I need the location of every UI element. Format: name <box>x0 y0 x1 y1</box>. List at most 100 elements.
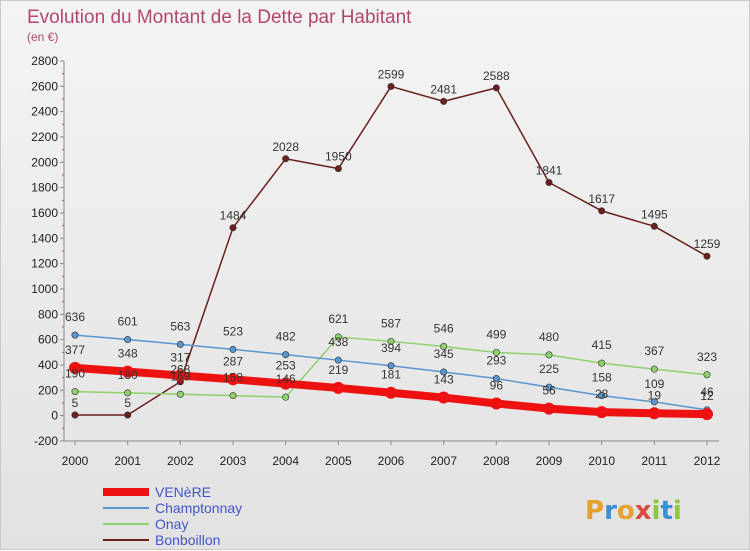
data-label: 1259 <box>694 237 721 251</box>
y-tick-label: 2600 <box>31 79 58 93</box>
data-label: 268 <box>170 363 190 377</box>
data-point <box>650 222 658 230</box>
data-point <box>334 333 342 341</box>
data-label: 5 <box>72 396 79 410</box>
data-label: 56 <box>542 384 556 398</box>
data-point <box>598 207 606 215</box>
data-label: 348 <box>118 347 138 361</box>
data-point <box>332 381 345 394</box>
data-point <box>387 82 395 90</box>
data-label: 636 <box>65 310 85 324</box>
data-point <box>387 337 395 345</box>
data-point <box>492 84 500 92</box>
data-point <box>545 178 553 186</box>
y-tick-label: -200 <box>34 434 58 448</box>
data-point <box>545 351 553 359</box>
data-point <box>334 165 342 173</box>
data-point <box>440 343 448 351</box>
data-label: 546 <box>434 322 454 336</box>
data-point <box>648 407 661 420</box>
x-tick-label: 2005 <box>325 454 352 468</box>
y-tick-label: 1000 <box>31 282 58 296</box>
data-point <box>595 406 608 419</box>
x-tick-label: 2000 <box>62 454 89 468</box>
data-label: 96 <box>490 379 504 393</box>
legend-label: Bonboillon <box>155 532 220 548</box>
data-point <box>176 340 184 348</box>
data-point <box>650 398 658 406</box>
proxiti-logo: Proxiti <box>585 496 682 526</box>
legend-label: Onay <box>155 516 188 532</box>
data-label: 143 <box>434 373 454 387</box>
data-labels: 5 5 268 1484 2028 1950 2599 2481 2588 1841 1617 149… <box>65 67 721 410</box>
data-point <box>174 369 187 382</box>
data-point <box>229 224 237 232</box>
data-point <box>545 383 553 391</box>
data-label: 499 <box>486 327 506 341</box>
data-point <box>282 393 290 401</box>
data-label: 587 <box>381 316 401 330</box>
data-label: 12 <box>700 389 714 403</box>
logo-text: Proxiti <box>585 496 682 526</box>
data-point <box>703 252 711 260</box>
data-label: 2599 <box>378 67 405 81</box>
data-point <box>279 377 292 390</box>
legend-label: Champtonnay <box>155 500 242 516</box>
data-label: 28 <box>595 387 609 401</box>
x-tick-label: 2004 <box>272 454 299 468</box>
x-tick-label: 2011 <box>641 454 667 468</box>
data-point <box>543 402 555 415</box>
data-label: 5 <box>124 396 131 410</box>
data-label: 225 <box>539 362 559 376</box>
data-point <box>440 368 448 376</box>
chart-title: Evolution du Montant de la Dette par Hab… <box>27 7 412 28</box>
data-label: 523 <box>223 324 243 338</box>
data-label: 19 <box>648 388 662 402</box>
x-tick-label: 2001 <box>114 454 141 468</box>
data-point <box>71 331 79 339</box>
data-label: 287 <box>223 354 243 368</box>
x-tick-label: 2007 <box>430 454 457 468</box>
x-tick-label: 2009 <box>536 454 563 468</box>
y-tick-label: 1400 <box>31 231 58 245</box>
y-tick-label: 2000 <box>31 155 58 169</box>
data-label: 253 <box>276 359 296 373</box>
legend-label: VENèRE <box>155 484 211 500</box>
data-point <box>71 411 79 419</box>
data-point <box>121 365 134 378</box>
data-point <box>282 351 290 359</box>
data-label: 158 <box>223 371 243 385</box>
x-tick-label: 2003 <box>220 454 247 468</box>
series-lines <box>69 82 713 421</box>
data-point <box>124 411 132 419</box>
data-point <box>334 356 342 364</box>
data-label: 169 <box>170 369 190 383</box>
data-label: 345 <box>434 347 454 361</box>
data-point <box>69 361 81 374</box>
data-label: 377 <box>65 343 85 357</box>
data-label: 190 <box>65 367 85 381</box>
data-point <box>124 336 132 344</box>
y-tick-label: 800 <box>38 307 58 321</box>
data-label: 394 <box>381 341 401 355</box>
data-point <box>598 392 606 400</box>
data-label: 317 <box>170 351 190 365</box>
data-point <box>176 390 184 398</box>
data-label: 2481 <box>430 82 457 96</box>
axes: -200 0 200 400 600 800 1000 1200 1400 1600 1800 200… <box>31 54 720 468</box>
y-tick-label: 1200 <box>31 257 58 271</box>
data-point <box>598 359 606 367</box>
data-label: 1495 <box>641 207 668 221</box>
data-label: 146 <box>276 372 296 386</box>
data-label: 46 <box>700 385 714 399</box>
data-label: 601 <box>118 315 138 329</box>
data-point <box>490 397 503 410</box>
data-point <box>440 97 448 105</box>
y-tick-label: 2400 <box>31 105 58 119</box>
data-point <box>282 155 290 163</box>
data-label: 181 <box>381 368 401 382</box>
data-point <box>385 386 397 399</box>
data-label: 415 <box>592 338 612 352</box>
